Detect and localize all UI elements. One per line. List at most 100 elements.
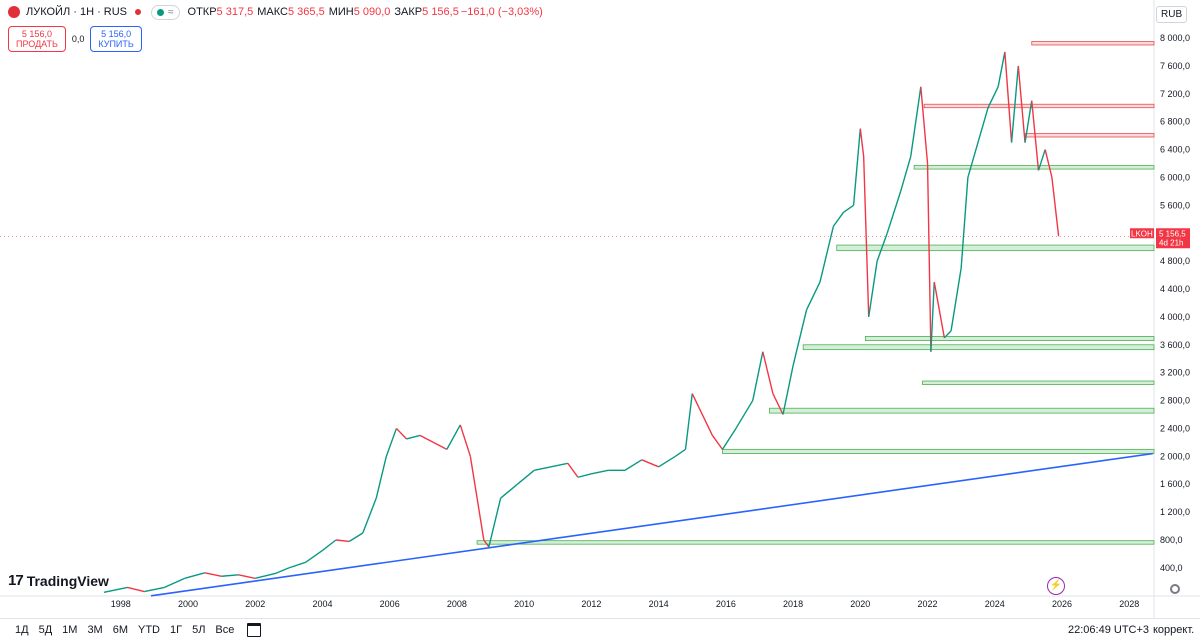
price-candle [886,191,902,234]
price-candle [752,351,764,401]
support-zone[interactable] [836,244,1155,252]
x-tick-label: 2002 [245,599,265,609]
buy-button[interactable]: 5 156,0 КУПИТЬ [90,26,142,52]
y-tick-label: 6 000,0 [1160,172,1190,182]
price-candle [1044,149,1053,178]
timeframe-button[interactable]: 3М [87,624,103,636]
price-tag-value: 5 156,5 [1159,229,1186,238]
resistance-zone[interactable] [923,103,1155,109]
y-tick-label: 4 800,0 [1160,256,1190,266]
price-candle [305,549,323,563]
price-candle [933,281,946,338]
price-candle [446,424,461,450]
symbol-tag [1130,228,1154,239]
price-tag-countdown: 4d 21h [1159,238,1183,247]
price-candle [926,163,932,352]
price-candle [792,309,808,366]
settings-gear-icon[interactable] [1170,584,1180,594]
x-tick-label: 1998 [111,599,131,609]
tradingview-logo-text: TradingView [26,572,109,589]
calendar-icon[interactable] [247,623,262,637]
y-tick-label: 4 000,0 [1160,312,1190,322]
clock-readout[interactable]: 22:06:49 UTC+3 [1068,624,1150,636]
timeframe-button[interactable]: 1М [62,624,78,636]
buy-price: 5 156,0 [101,29,132,39]
price-candle [711,435,724,450]
market-status-icon [135,9,142,15]
support-zone[interactable] [476,540,1155,545]
waves-icon: ≈ [168,6,174,18]
price-candle [899,156,912,192]
sell-label: ПРОДАТЬ [16,39,58,49]
timeframe-button[interactable]: Все [215,624,235,636]
price-candle [772,393,784,415]
close-value: 5 156,5 [422,6,459,18]
y-tick-label: 4 400,0 [1160,284,1190,294]
timeframe-button[interactable]: 6М [112,624,128,636]
low-label: МИН [328,6,354,18]
price-candle [930,281,935,352]
x-tick-label: 2004 [312,599,332,609]
price-candle [164,577,185,589]
resistance-zone[interactable] [1024,133,1155,138]
support-zone[interactable] [769,407,1155,414]
sell-price: 5 156,0 [21,29,52,39]
price-candle [127,586,145,593]
price-candle [204,572,222,577]
x-tick-label: 2008 [447,599,467,609]
price-candle [288,561,306,569]
support-zone[interactable] [864,336,1155,341]
sell-button[interactable]: 5 156,0 ПРОДАТЬ [8,26,66,52]
price-candle [658,455,676,468]
timeframe-button[interactable]: 1Г [170,624,183,636]
timeframe-button[interactable]: YTD [138,624,160,636]
resistance-zone[interactable] [1031,41,1155,46]
price-candle [488,498,502,548]
price-candle [577,473,592,478]
price-candle [1051,177,1060,237]
y-tick-label: 2 000,0 [1160,451,1190,461]
x-tick-label: 2010 [514,599,534,609]
timeframe-button[interactable]: 5Л [192,624,206,636]
price-candle [1017,65,1026,143]
support-zone[interactable] [922,380,1155,385]
y-tick-label: 8 000,0 [1160,33,1190,43]
price-candle [1037,149,1046,171]
price-candle [624,459,643,471]
support-zone[interactable] [913,165,1155,170]
symbol-title[interactable]: ЛУКОЙЛ · 1Н · RUS [26,6,128,18]
lightning-icon[interactable]: ⚡ [1047,577,1065,595]
price-candle [483,539,490,548]
adjust-toggle[interactable]: коррект. [1153,624,1195,636]
timeframe-buttons: 1Д 5Д 1М 3М 6М YTD 1Г 5Л Все [10,624,239,636]
timeframe-button[interactable]: 1Д [15,624,29,636]
trendline[interactable] [150,452,1153,597]
spread-value: 0,0 [71,34,85,44]
timeframe-button[interactable]: 5Д [38,624,53,636]
high-value: 5 365,5 [287,6,325,18]
support-zone[interactable] [722,448,1155,454]
x-tick-label: 2000 [178,599,198,609]
price-candle [144,586,165,593]
price-candle [862,156,870,317]
price-candle [1031,100,1040,171]
y-tick-label: 6 400,0 [1160,145,1190,155]
visibility-toggle[interactable]: ≈ [151,4,180,20]
x-tick-label: 2018 [783,599,803,609]
currency-selector[interactable]: RUB [1156,6,1188,23]
price-candle [876,232,888,262]
close-label: ЗАКР [394,6,423,18]
price-candle [721,428,737,450]
price-candle [782,365,794,415]
y-tick-label: 2 800,0 [1160,396,1190,406]
price-candle [868,261,878,317]
y-tick-label: 2 400,0 [1160,423,1190,433]
bottom-toolbar: 1Д 5Д 1М 3М 6М YTD 1Г 5Л Все 22:06:49 UTC+3 корр… [0,618,1200,641]
x-tick-label: 2026 [1052,599,1072,609]
price-candle [419,434,434,444]
price-candle [735,400,754,429]
support-zone[interactable] [802,344,1155,351]
tradingview-logo[interactable]: 17 TradingView [8,572,109,589]
